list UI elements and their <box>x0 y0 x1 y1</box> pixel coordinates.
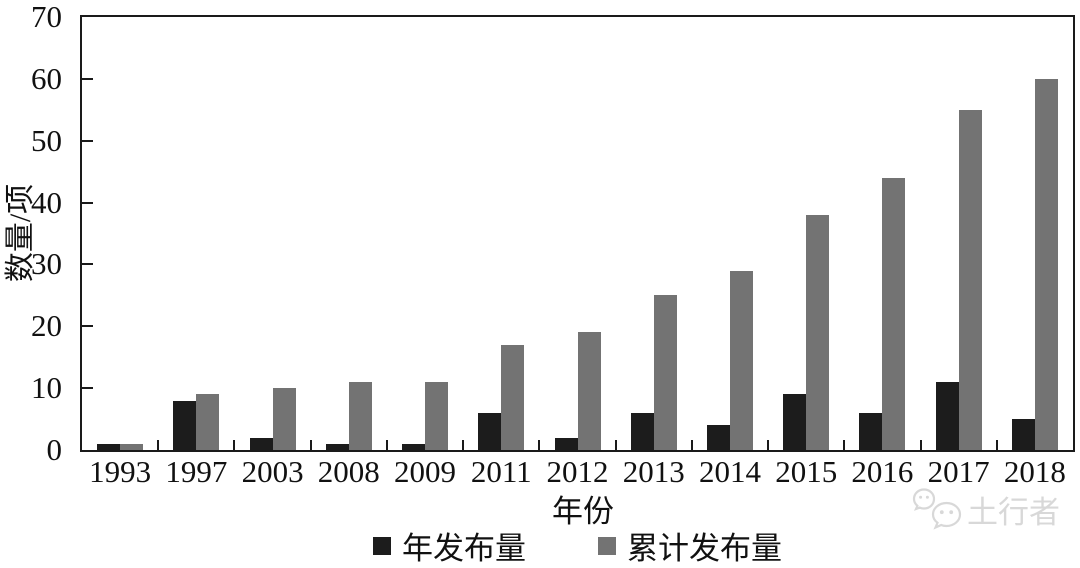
y-axis-tick <box>82 139 93 142</box>
plot-area <box>80 15 1075 452</box>
x-tick-label-2016: 2016 <box>851 454 914 489</box>
x-tick-label-2015: 2015 <box>775 454 838 489</box>
x-axis-tick <box>309 440 312 450</box>
x-axis-tick <box>995 440 998 450</box>
x-tick-label-1997: 1997 <box>165 454 228 489</box>
x-axis-tick <box>233 440 236 450</box>
x-tick-label-1993: 1993 <box>89 454 152 489</box>
bar-annual-2003 <box>249 437 273 450</box>
bar-annual-2011 <box>478 412 502 450</box>
bar-annual-1997 <box>173 400 197 450</box>
y-axis-tick <box>82 77 93 80</box>
y-tick-label-70: 70 <box>31 0 62 34</box>
bar-cumulative-1997 <box>196 394 220 450</box>
x-tick-label-2012: 2012 <box>546 454 609 489</box>
bar-cumulative-1993 <box>120 443 144 450</box>
bar-annual-2014 <box>706 425 730 450</box>
x-axis-tick <box>919 440 922 450</box>
x-axis-title: 年份 <box>552 494 614 529</box>
x-tick-label-2009: 2009 <box>394 454 457 489</box>
bar-annual-2017 <box>935 381 959 450</box>
bar-cumulative-2003 <box>272 388 296 450</box>
x-axis-tick <box>843 440 846 450</box>
x-axis-tick <box>614 440 617 450</box>
bar-cumulative-2013 <box>653 295 677 450</box>
bar-cumulative-2014 <box>729 270 753 450</box>
x-axis-tick <box>538 440 541 450</box>
bar-annual-2012 <box>554 437 578 450</box>
wechat-icon <box>912 487 962 530</box>
x-tick-label-2014: 2014 <box>698 454 761 489</box>
bar-cumulative-2009 <box>425 381 449 450</box>
bar-annual-2015 <box>783 394 807 450</box>
x-tick-label-2018: 2018 <box>1003 454 1066 489</box>
bar-cumulative-2012 <box>577 332 601 450</box>
y-tick-label-50: 50 <box>31 122 62 158</box>
legend-swatch-cumulative <box>598 536 616 555</box>
bar-cumulative-2018 <box>1034 78 1058 450</box>
x-tick-label-2011: 2011 <box>470 454 532 489</box>
bar-annual-1993 <box>97 443 121 450</box>
y-axis-tick <box>82 387 93 390</box>
bar-cumulative-2017 <box>958 109 982 450</box>
y-tick-label-60: 60 <box>31 60 62 96</box>
x-tick-label-2013: 2013 <box>622 454 685 489</box>
y-tick-label-10: 10 <box>31 370 62 406</box>
bar-annual-2009 <box>402 443 426 450</box>
bar-annual-2018 <box>1011 419 1035 450</box>
x-tick-label-2008: 2008 <box>317 454 380 489</box>
bar-annual-2016 <box>859 412 883 450</box>
bar-cumulative-2008 <box>348 381 372 450</box>
legend-swatch-annual <box>373 536 391 555</box>
y-tick-label-40: 40 <box>31 184 62 220</box>
bar-annual-2013 <box>630 412 654 450</box>
x-axis-tick <box>157 440 160 450</box>
y-tick-label-0: 0 <box>46 432 63 467</box>
x-tick-label-2003: 2003 <box>241 454 304 489</box>
legend-item-cumulative: 累计发布量 <box>598 523 782 568</box>
bar-cumulative-2015 <box>806 214 830 450</box>
bar-cumulative-2016 <box>882 177 906 450</box>
x-axis-tick <box>385 440 388 450</box>
y-tick-label-30: 30 <box>31 246 62 282</box>
x-axis-tick <box>690 440 693 450</box>
x-axis-tick <box>767 440 770 450</box>
legend-label-cumulative: 累计发布量 <box>627 531 782 566</box>
legend-label-annual: 年发布量 <box>402 531 526 566</box>
y-axis-tick <box>82 201 93 204</box>
x-axis-tick <box>462 440 465 450</box>
y-tick-label-20: 20 <box>31 308 62 344</box>
watermark-text: 土行者 <box>967 495 1060 530</box>
bar-cumulative-2011 <box>501 344 525 450</box>
bar-annual-2008 <box>325 443 349 450</box>
x-tick-label-2017: 2017 <box>927 454 990 489</box>
y-axis-tick <box>82 263 93 266</box>
legend-item-annual: 年发布量 <box>373 523 526 568</box>
y-axis-tick <box>82 325 93 328</box>
watermark: 土行者 <box>912 487 1060 532</box>
